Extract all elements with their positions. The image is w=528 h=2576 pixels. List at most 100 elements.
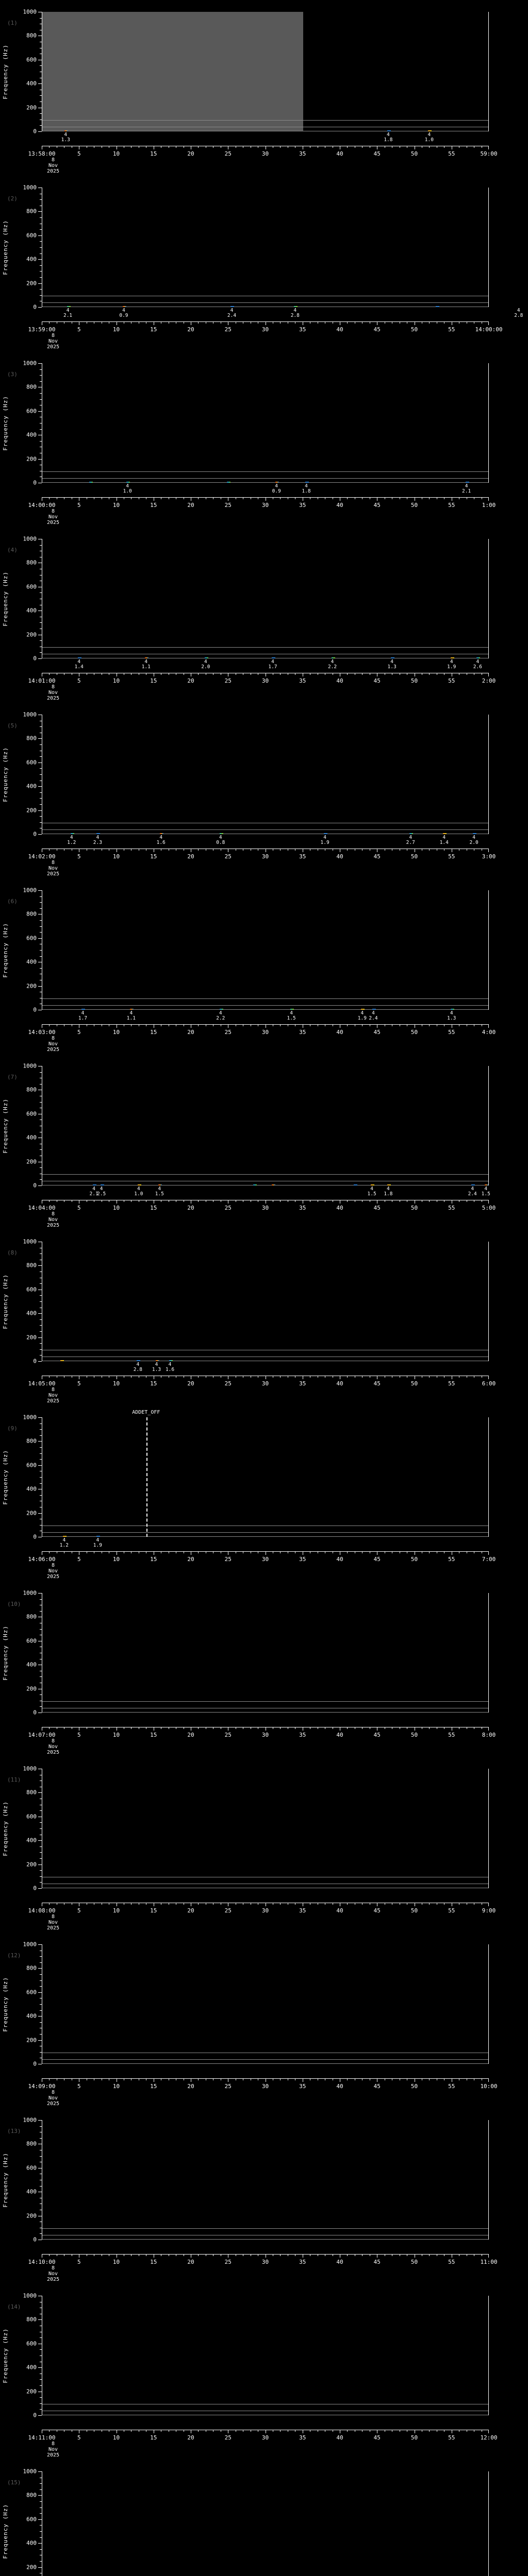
spectrogram-panel[interactable]: (15)Frequency (Hz)0200400600800100014:12… xyxy=(0,2460,528,2576)
detection-mark[interactable] xyxy=(409,833,414,834)
detection-mark[interactable] xyxy=(89,482,93,483)
spectrogram-plot-area[interactable] xyxy=(42,1066,489,1185)
detection-mark[interactable] xyxy=(93,1184,97,1185)
detection-mark[interactable] xyxy=(96,1536,101,1537)
detection-mark[interactable] xyxy=(294,306,298,307)
spectrogram-panel[interactable]: (7) Frequency (Hz) 0 200 400 600 800 1000 4 2.1 4 2… xyxy=(0,1054,528,1230)
detection-mark[interactable] xyxy=(100,1184,104,1185)
spectrogram-panel[interactable]: (1) Frequency (Hz) 0 200 400 600 800 1000 4 1.3 4 1… xyxy=(0,0,528,176)
spectrogram-plot-area[interactable] xyxy=(42,539,489,658)
detection-mark[interactable] xyxy=(253,1184,257,1185)
spectrogram-panel[interactable]: (3) Frequency (Hz) 0 200 400 600 800 1000 4 1.0 4 0… xyxy=(0,351,528,527)
detection-mark[interactable] xyxy=(331,657,335,658)
detection-mark[interactable] xyxy=(485,1184,488,1185)
spectrogram-panel[interactable]: (8) Frequency (Hz) 0 200 400 600 800 1000 4 2.8 4 1… xyxy=(0,1230,528,1405)
x-axis-tick xyxy=(488,146,489,149)
detection-mark[interactable] xyxy=(67,306,71,307)
detection-mark[interactable] xyxy=(145,657,149,658)
detection-mark[interactable] xyxy=(78,657,82,658)
detection-mark[interactable] xyxy=(387,130,391,131)
detection-mark[interactable] xyxy=(63,1536,67,1537)
detection-mark[interactable] xyxy=(271,1184,275,1185)
spectrogram-plot-area[interactable] xyxy=(42,188,489,307)
detection-mark[interactable] xyxy=(60,1360,64,1361)
spectrogram-plot-area[interactable] xyxy=(42,1593,489,1713)
axis-date-stack: 8 Nov 2025 xyxy=(47,1914,59,1931)
spectrogram-panel[interactable]: (2) Frequency (Hz) 0 200 400 600 800 1000 4 2.1 4 0… xyxy=(0,176,528,351)
detection-mark[interactable] xyxy=(361,1009,365,1010)
detection-mark[interactable] xyxy=(158,1184,162,1185)
spectrogram-plot-area[interactable] xyxy=(42,715,489,834)
detection-mark[interactable] xyxy=(391,657,395,658)
panel-number: (4) xyxy=(7,547,18,553)
detection-mark[interactable] xyxy=(169,1360,173,1361)
detection-mark[interactable] xyxy=(122,306,126,307)
spectrogram-plot-area[interactable] xyxy=(42,363,489,483)
detection-mark[interactable] xyxy=(227,482,231,483)
detection-mark[interactable] xyxy=(137,1184,141,1185)
detection-mark[interactable] xyxy=(96,833,101,834)
spectrogram-panel[interactable]: (10) Frequency (Hz) 0 200 400 600 800 1000 14:07… xyxy=(0,1581,528,1757)
axis-date-year: 2025 xyxy=(46,2277,60,2282)
spectrogram-panel[interactable]: (14) Frequency (Hz) 0 200 400 600 800 1000 14:11… xyxy=(0,2284,528,2460)
x-axis-tick xyxy=(488,673,489,676)
spectrogram-panel[interactable]: (5) Frequency (Hz) 0 200 400 600 800 1000 4 1.2 4 2… xyxy=(0,703,528,878)
detection-mark[interactable] xyxy=(324,833,328,834)
frequency-reference-line xyxy=(42,1701,488,1702)
y-axis-tick xyxy=(40,2349,42,2350)
spectrogram-panel[interactable]: (13) Frequency (Hz) 0 200 400 600 800 1000 14:10… xyxy=(0,2108,528,2284)
detection-mark[interactable] xyxy=(371,1184,375,1185)
detection-mark[interactable] xyxy=(137,1360,141,1361)
y-axis-label: 0 xyxy=(33,479,37,486)
detection-value-label: 4 0.9 xyxy=(272,484,281,494)
y-axis-tick xyxy=(40,429,42,430)
spectrogram-plot-area[interactable] xyxy=(42,2471,489,2576)
y-axis-tick xyxy=(40,241,42,242)
detection-mark[interactable] xyxy=(271,657,275,658)
detection-mark[interactable] xyxy=(428,130,432,131)
detection-mark[interactable] xyxy=(64,130,69,131)
spectrogram-plot-area[interactable] xyxy=(42,1417,489,1537)
detection-mark[interactable] xyxy=(435,306,439,307)
detection-value-label: 4 1.6 xyxy=(157,835,166,845)
spectrogram-plot-area[interactable] xyxy=(42,2120,489,2240)
spectrogram-plot-area[interactable] xyxy=(42,1769,489,1888)
detection-mark[interactable] xyxy=(204,657,208,658)
spectrogram-plot-area[interactable] xyxy=(42,1242,489,1361)
x-axis-tick-label: 14:09:00 xyxy=(28,2083,56,2090)
detection-mark[interactable] xyxy=(219,1009,223,1010)
detection-mark[interactable] xyxy=(126,482,130,483)
detection-mark[interactable] xyxy=(387,1184,391,1185)
spectrogram-panel[interactable]: (9) Frequency (Hz) 0 200 400 600 800 1000 ADDET_… xyxy=(0,1405,528,1581)
detection-mark[interactable] xyxy=(450,657,454,658)
detection-value-label: 4 1.1 xyxy=(127,1011,136,1021)
detection-mark[interactable] xyxy=(305,482,309,483)
spectrogram-panel[interactable]: (6) Frequency (Hz) 0 200 400 600 800 1000 4 1.7 4 1… xyxy=(0,878,528,1054)
detection-mark[interactable] xyxy=(353,1184,357,1185)
spectrogram-plot-area[interactable] xyxy=(42,1944,489,2064)
detection-mark[interactable] xyxy=(450,1009,454,1010)
detection-mark[interactable] xyxy=(443,833,447,834)
spectrogram-panel[interactable]: (4) Frequency (Hz) 0 200 400 600 800 1000 4 1.4 4 1… xyxy=(0,527,528,703)
detection-mark[interactable] xyxy=(155,1360,159,1361)
detection-mark[interactable] xyxy=(230,306,235,307)
spectrogram-panel[interactable]: (11) Frequency (Hz) 0 200 400 600 800 1000 14:08… xyxy=(0,1757,528,1933)
detection-mark[interactable] xyxy=(476,657,481,658)
detection-mark[interactable] xyxy=(465,482,469,483)
spectrogram-plot-area[interactable] xyxy=(42,890,489,1010)
spectrogram-panel[interactable]: (12) Frequency (Hz) 0 200 400 600 800 1000 14:09… xyxy=(0,1933,528,2108)
detection-mark[interactable] xyxy=(70,833,74,834)
detection-mark[interactable] xyxy=(372,1009,376,1010)
detection-mark[interactable] xyxy=(275,482,279,483)
detection-mark[interactable] xyxy=(160,833,164,834)
x-axis-tick-label: 14:01:00 xyxy=(28,677,56,684)
detection-mark[interactable] xyxy=(290,1009,294,1010)
detection-mark[interactable] xyxy=(473,833,477,834)
detection-mark[interactable] xyxy=(471,1184,475,1185)
detection-mark[interactable] xyxy=(219,833,223,834)
y-axis-tick xyxy=(40,1706,42,1707)
detection-mark[interactable] xyxy=(81,1009,86,1010)
spectrogram-plot-area[interactable] xyxy=(42,2296,489,2415)
spectrogram-plot-area[interactable] xyxy=(42,12,489,131)
detection-mark[interactable] xyxy=(130,1009,134,1010)
